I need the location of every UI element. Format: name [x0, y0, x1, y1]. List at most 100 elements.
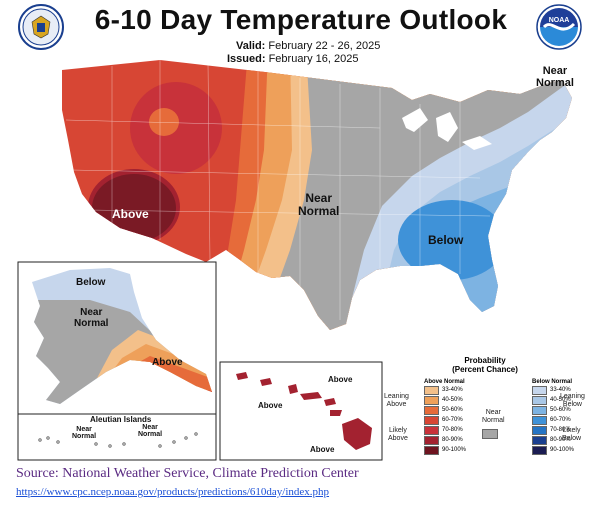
- above-legend-swatch: [424, 415, 439, 425]
- legend-near-normal-line1: Near: [485, 409, 501, 416]
- legend-likely-above: Likely Above: [388, 427, 408, 442]
- above-legend-range: 60-70%: [442, 417, 463, 423]
- legend-near-normal-swatch: [482, 429, 498, 439]
- probability-legend: Probability (Percent Chance) Above Norma…: [382, 356, 588, 463]
- page-title: 6-10 Day Temperature Outlook: [94, 4, 508, 35]
- aleutian-label-near-normal-1-line1: Near: [76, 426, 92, 433]
- aleutian-label-near-normal-1-line2: Normal: [72, 433, 97, 441]
- legend-likely-above-line1: Likely: [388, 427, 407, 434]
- issued-label: Issued:: [227, 53, 266, 65]
- above-legend-row: 40-50%: [424, 395, 466, 405]
- above-legend-swatch: [424, 385, 439, 395]
- legend-title: Probability (Percent Chance): [382, 356, 588, 375]
- label-near-normal-central-line2: Normal: [298, 203, 340, 218]
- below-legend-row: 60-70%: [532, 415, 574, 425]
- label-above-west: Above: [112, 207, 149, 221]
- above-legend-row: 90-100%: [424, 445, 466, 455]
- legend-leaning-above-line2: Above: [386, 400, 407, 408]
- legend-above-column: Above Normal 33-40% 40-50% 50-60% 60-70% 70-…: [424, 379, 466, 455]
- alaska-label-below: Below: [76, 277, 106, 288]
- below-legend-range: 70-80%: [550, 427, 571, 433]
- below-legend-row: 80-90%: [532, 435, 574, 445]
- aleutian-title: Aleutian Islands: [90, 415, 152, 424]
- legend-likely-below: Likely Below: [562, 427, 581, 442]
- source-text: Source: National Weather Service, Climat…: [16, 466, 359, 481]
- valid-label: Valid:: [236, 40, 266, 52]
- above-legend-range: 33-40%: [442, 387, 463, 393]
- below-legend-row: 33-40%: [532, 385, 574, 395]
- label-near-normal-central: Near Normal: [298, 192, 339, 217]
- legend-leaning-above-line1: Leaning: [384, 393, 409, 400]
- noaa-logo-text: NOAA: [549, 17, 570, 24]
- legend-leaning-above: Leaning Above: [384, 393, 409, 408]
- legend-near-normal-line2: Normal: [482, 416, 505, 424]
- below-legend-range: 60-70%: [550, 417, 571, 423]
- state-borders: [65, 60, 491, 320]
- above-legend-row: 50-60%: [424, 405, 466, 415]
- below-legend-range: 33-40%: [550, 387, 571, 393]
- alaska-label-near-normal: Near Normal: [74, 307, 109, 329]
- below-legend-swatch: [532, 385, 547, 395]
- label-near-normal-northeast-line1: Near: [542, 65, 568, 77]
- label-near-normal-central-line1: Near: [305, 191, 333, 205]
- aleutian-islands-shapes: [38, 432, 198, 448]
- noaa-logo-icon: NOAA: [536, 4, 582, 50]
- alaska-label-above: Above: [152, 357, 183, 368]
- legend-below-column: Below Normal 33-40% 40-50% 50-60% 60-70% 70-…: [532, 379, 574, 455]
- legend-near-normal: Near Normal: [482, 409, 505, 424]
- valid-value: February 22 - 26, 2025: [268, 40, 381, 52]
- legend-leaning-below: Leaning Below: [560, 393, 585, 408]
- aleutian-label-near-normal-2: Near Normal: [138, 424, 162, 439]
- above-legend-swatch: [424, 395, 439, 405]
- legend-likely-below-line1: Likely: [562, 427, 581, 434]
- above-legend-swatch: [424, 405, 439, 415]
- aleutian-label-near-normal-1: Near Normal: [72, 426, 96, 441]
- aleutian-label-near-normal-2-line2: Normal: [138, 431, 163, 439]
- below-legend-range: 90-100%: [550, 447, 575, 453]
- label-below-southeast: Below: [428, 233, 464, 247]
- below-legend-swatch: [532, 405, 547, 415]
- below-legend-row: 90-100%: [532, 445, 574, 455]
- label-near-normal-northeast-line2: Normal: [536, 76, 574, 89]
- legend-likely-below-line2: Below: [562, 434, 582, 442]
- above-legend-swatch: [424, 445, 439, 455]
- hawaii-label-above-3: Above: [310, 445, 335, 454]
- label-near-normal-northeast: Near Normal: [536, 65, 574, 89]
- aleutian-inset-frame: [17, 413, 217, 461]
- legend-leaning-below-line1: Leaning: [560, 393, 585, 400]
- above-legend-range: 40-50%: [442, 397, 463, 403]
- hawaii-label-above-2: Above: [258, 401, 283, 410]
- issued-value: February 16, 2025: [268, 53, 359, 65]
- above-legend-row: 70-80%: [424, 425, 466, 435]
- below-legend-swatch: [532, 435, 547, 445]
- below-legend-swatch: [532, 445, 547, 455]
- below-legend-swatch: [532, 415, 547, 425]
- above-legend-range: 70-80%: [442, 427, 463, 433]
- below-legend-row: 70-80%: [532, 425, 574, 435]
- above-legend-row: 60-70%: [424, 415, 466, 425]
- below-legend-swatch: [532, 395, 547, 405]
- hawaii-label-above-1: Above: [328, 375, 353, 384]
- legend-below-head: Below Normal: [532, 379, 573, 385]
- alaska-label-near-normal-line1: Near: [80, 307, 103, 318]
- below-legend-row: 50-60%: [532, 405, 574, 415]
- below-legend-row: 40-50%: [532, 395, 574, 405]
- above-legend-row: 33-40%: [424, 385, 466, 395]
- below-legend-swatch: [532, 425, 547, 435]
- above-legend-swatch: [424, 435, 439, 445]
- above-legend-row: 80-90%: [424, 435, 466, 445]
- above-legend-range: 90-100%: [442, 447, 467, 453]
- legend-leaning-below-line2: Below: [562, 400, 582, 408]
- alaska-label-near-normal-line2: Normal: [74, 317, 109, 329]
- above-legend-range: 50-60%: [442, 407, 463, 413]
- legend-title-line1: Probability: [464, 356, 506, 365]
- above-legend-swatch: [424, 425, 439, 435]
- hawaii-islands-shapes: [236, 372, 372, 450]
- issued-line: Issued: February 16, 2025: [227, 53, 358, 65]
- below-legend-range: 50-60%: [550, 407, 571, 413]
- aleutian-label-near-normal-2-line1: Near: [142, 424, 158, 431]
- above-legend-range: 80-90%: [442, 437, 463, 443]
- legend-likely-above-line2: Above: [388, 434, 408, 442]
- source-url-link[interactable]: https://www.cpc.ncep.noaa.gov/products/p…: [16, 486, 330, 498]
